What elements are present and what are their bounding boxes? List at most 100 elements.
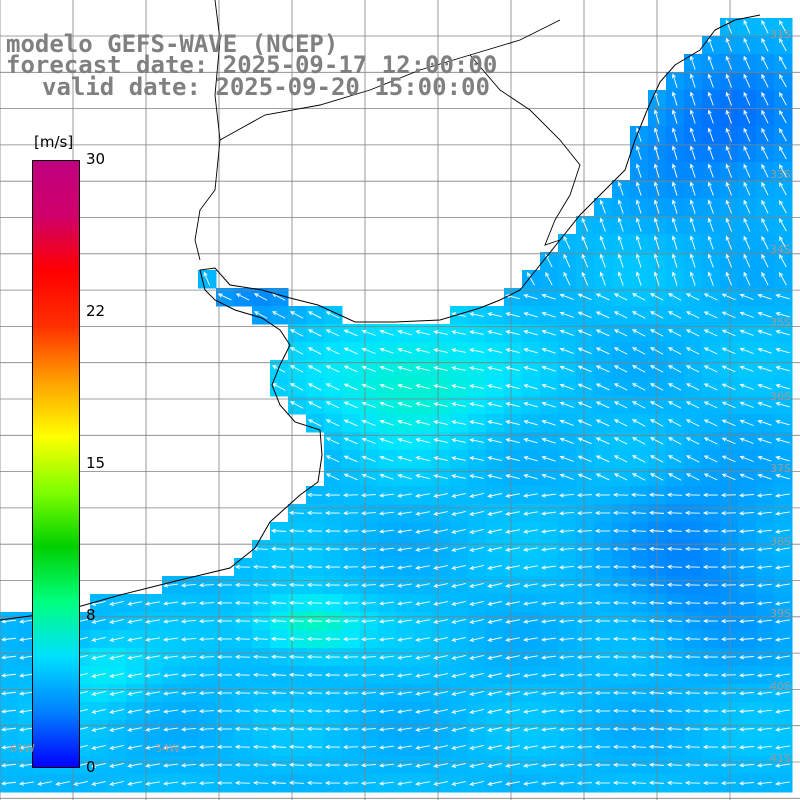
- wind-arrow: [253, 311, 268, 319]
- wind-arrow: [541, 601, 557, 606]
- wind-arrow: [127, 691, 142, 696]
- wind-arrow: [738, 511, 755, 516]
- wind-arrow: [324, 672, 341, 678]
- wind-arrow: [702, 762, 719, 768]
- wind-arrow: [505, 745, 520, 750]
- wind-arrow: [666, 708, 683, 713]
- wind-arrow: [689, 145, 696, 160]
- wind-arrow: [684, 672, 701, 678]
- wind-arrow: [343, 383, 358, 391]
- wind-arrow: [648, 780, 665, 785]
- wind-arrow: [612, 564, 629, 570]
- wind-arrow: [180, 655, 197, 660]
- wind-arrow: [702, 654, 719, 660]
- wind-arrow: [671, 145, 678, 160]
- wind-arrow: [541, 493, 557, 498]
- wind-arrow: [648, 762, 665, 767]
- wind-arrow: [739, 311, 754, 318]
- wind-arrow: [415, 547, 430, 552]
- wind-arrow: [307, 329, 322, 337]
- wind-arrow: [397, 763, 412, 768]
- wind-arrow: [342, 726, 359, 732]
- wind-arrow: [725, 145, 733, 160]
- wind-arrow: [505, 673, 520, 678]
- coast-line: [0, 14, 761, 621]
- wind-arrow: [649, 419, 664, 427]
- wind-arrow: [649, 473, 664, 481]
- wind-arrow: [541, 727, 557, 732]
- wind-arrow: [109, 709, 124, 714]
- wind-arrow: [725, 55, 733, 70]
- wind-arrow: [505, 619, 520, 624]
- wind-arrow: [307, 347, 322, 355]
- wind-arrow: [342, 654, 359, 660]
- wind-arrow: [19, 727, 34, 732]
- wind-arrow: [648, 744, 665, 749]
- wind-arrow: [433, 601, 448, 606]
- wind-arrow: [216, 780, 233, 786]
- wind-arrow: [725, 235, 733, 250]
- wind-arrow: [558, 511, 575, 516]
- wind-arrow: [379, 437, 394, 444]
- wind-arrow: [559, 473, 574, 480]
- wind-arrow: [630, 600, 647, 605]
- wind-arrow: [684, 690, 701, 696]
- wind-arrow: [91, 672, 106, 678]
- wind-arrow: [648, 636, 665, 641]
- wind-arrow: [505, 312, 520, 318]
- wind-arrow: [360, 673, 377, 678]
- wind-arrow: [288, 744, 305, 749]
- wind-arrow: [631, 365, 646, 373]
- wind-arrow: [342, 636, 359, 642]
- wind-arrow: [487, 745, 502, 750]
- wind-arrow: [469, 618, 484, 624]
- wind-arrow: [306, 708, 323, 714]
- wind-arrow: [558, 601, 575, 606]
- wind-arrow: [725, 253, 733, 268]
- wind-arrow: [397, 673, 412, 678]
- wind-arrow: [73, 781, 88, 786]
- wind-arrow: [288, 726, 305, 731]
- wind-arrow: [684, 564, 701, 570]
- wind-arrow: [685, 401, 700, 409]
- wind-arrow: [707, 91, 714, 106]
- wind-arrow: [505, 601, 520, 606]
- wind-arrow: [325, 329, 340, 337]
- wind-arrow: [563, 235, 571, 250]
- wind-arrow: [342, 492, 359, 498]
- wind-arrow: [234, 780, 251, 786]
- wind-arrow: [666, 690, 683, 695]
- wind-arrow: [743, 181, 751, 196]
- wind-arrow: [216, 690, 233, 696]
- wind-arrow: [288, 618, 305, 623]
- wind-arrow: [505, 384, 520, 390]
- wind-arrow: [577, 311, 592, 319]
- wind-arrow: [397, 329, 412, 336]
- wind-arrow: [288, 636, 305, 641]
- wind-arrow: [1, 673, 17, 678]
- wind-arrow: [343, 455, 358, 463]
- wind-arrow: [594, 600, 611, 606]
- wind-arrow: [617, 235, 624, 250]
- wind-arrow: [145, 601, 160, 606]
- wind-arrow: [252, 726, 269, 731]
- lat-label-39s: 39S: [770, 607, 791, 620]
- wind-arrow: [91, 708, 106, 714]
- title-valid-date: valid date: 2025-09-20 15:00:00: [42, 73, 490, 101]
- wind-arrow: [469, 780, 484, 786]
- wind-arrow: [234, 690, 251, 696]
- wind-arrow: [666, 672, 683, 677]
- wind-arrow: [360, 493, 377, 498]
- wind-arrow: [725, 73, 733, 88]
- wind-arrow: [779, 37, 787, 52]
- wind-arrow: [779, 199, 787, 214]
- wind-arrow: [738, 601, 755, 606]
- wind-arrow: [469, 582, 484, 588]
- wind-arrow: [576, 565, 593, 570]
- wind-arrow: [360, 763, 377, 768]
- wind-arrow: [761, 73, 769, 88]
- wind-arrow: [667, 293, 682, 301]
- wind-arrow: [397, 565, 412, 570]
- wind-arrow: [360, 727, 377, 732]
- wind-arrow: [109, 745, 124, 750]
